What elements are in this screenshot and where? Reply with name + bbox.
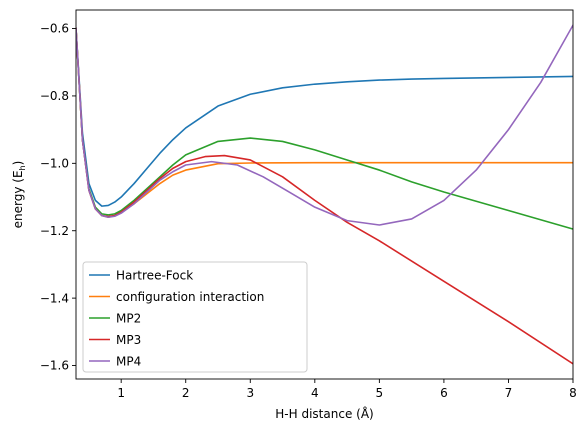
legend-items: Hartree-Fock configuration interaction MP2…: [89, 268, 264, 368]
y-tick-label: −1.0: [40, 157, 69, 171]
y-axis-title: energy (Eh): [11, 161, 27, 229]
y-axis-ticks: −0.6 −0.8 −1.0 −1.2 −1.4 −1.6: [40, 22, 76, 373]
y-axis-title-subscript: h: [18, 165, 27, 170]
legend-label-4: MP4: [116, 354, 141, 368]
series-line-4: [76, 24, 573, 226]
y-tick-label: −0.8: [40, 89, 69, 103]
y-tick-label: −1.4: [40, 291, 69, 305]
legend-label-2: MP2: [116, 311, 141, 325]
legend-box: [82, 261, 308, 373]
x-tick-label: 1: [117, 386, 125, 400]
y-axis-title-main: energy (E: [11, 170, 25, 228]
y-axis-title-close: ): [11, 161, 25, 166]
x-tick-label: 2: [182, 386, 190, 400]
legend-label-0: Hartree-Fock: [116, 268, 193, 282]
series-line-2: [76, 27, 573, 230]
y-tick-label: −0.6: [40, 22, 69, 36]
x-tick-label: 4: [311, 386, 319, 400]
series-line-0: [76, 27, 573, 207]
x-tick-label: 8: [569, 386, 577, 400]
legend-label-3: MP3: [116, 333, 141, 347]
legend-label-1: configuration interaction: [116, 290, 264, 304]
x-axis-ticks: 1 2 3 4 5 6 7 8: [117, 379, 577, 400]
x-axis-title: H-H distance (Å): [275, 406, 373, 421]
series-layer: [76, 24, 573, 365]
x-tick-label: 6: [440, 386, 448, 400]
plot-frame: [75, 9, 574, 380]
x-tick-label: 5: [376, 386, 384, 400]
y-tick-label: −1.6: [40, 359, 69, 373]
x-tick-label: 3: [246, 386, 254, 400]
x-tick-label: 7: [505, 386, 513, 400]
y-tick-label: −1.2: [40, 224, 69, 238]
legend: Hartree-Fock configuration interaction MP2…: [82, 261, 308, 373]
